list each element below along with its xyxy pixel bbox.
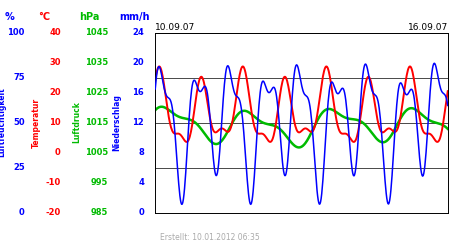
Text: 100: 100 [7, 28, 25, 37]
Text: 10: 10 [49, 118, 61, 127]
Text: 1025: 1025 [85, 88, 108, 97]
Text: hPa: hPa [79, 12, 99, 22]
Text: 16.09.07: 16.09.07 [408, 22, 448, 32]
Text: Temperatur: Temperatur [32, 98, 40, 148]
Text: 1035: 1035 [85, 58, 108, 67]
Text: 995: 995 [90, 178, 108, 187]
Text: 985: 985 [90, 208, 108, 217]
Text: Luftfeuchtigkeit: Luftfeuchtigkeit [0, 88, 7, 158]
Text: -20: -20 [45, 208, 61, 217]
Text: 20: 20 [132, 58, 144, 67]
Text: 25: 25 [13, 163, 25, 172]
Text: Erstellt: 10.01.2012 06:35: Erstellt: 10.01.2012 06:35 [160, 234, 260, 242]
Text: 30: 30 [49, 58, 61, 67]
Text: 40: 40 [49, 28, 61, 37]
Text: -10: -10 [45, 178, 61, 187]
Text: 75: 75 [13, 73, 25, 82]
Text: 0: 0 [19, 208, 25, 217]
Text: 8: 8 [138, 148, 144, 157]
Text: Niederschlag: Niederschlag [112, 94, 122, 151]
Text: 50: 50 [13, 118, 25, 127]
Text: Luftdruck: Luftdruck [72, 102, 81, 143]
Text: 12: 12 [132, 118, 144, 127]
Text: 24: 24 [132, 28, 144, 37]
Text: mm/h: mm/h [119, 12, 150, 22]
Text: 10.09.07: 10.09.07 [155, 22, 195, 32]
Text: 4: 4 [138, 178, 144, 187]
Text: 1015: 1015 [85, 118, 108, 127]
Text: 1045: 1045 [85, 28, 108, 37]
Text: °C: °C [38, 12, 50, 22]
Text: 1005: 1005 [85, 148, 108, 157]
Text: 0: 0 [138, 208, 144, 217]
Text: %: % [4, 12, 14, 22]
Text: 16: 16 [132, 88, 144, 97]
Text: 0: 0 [55, 148, 61, 157]
Text: 20: 20 [49, 88, 61, 97]
